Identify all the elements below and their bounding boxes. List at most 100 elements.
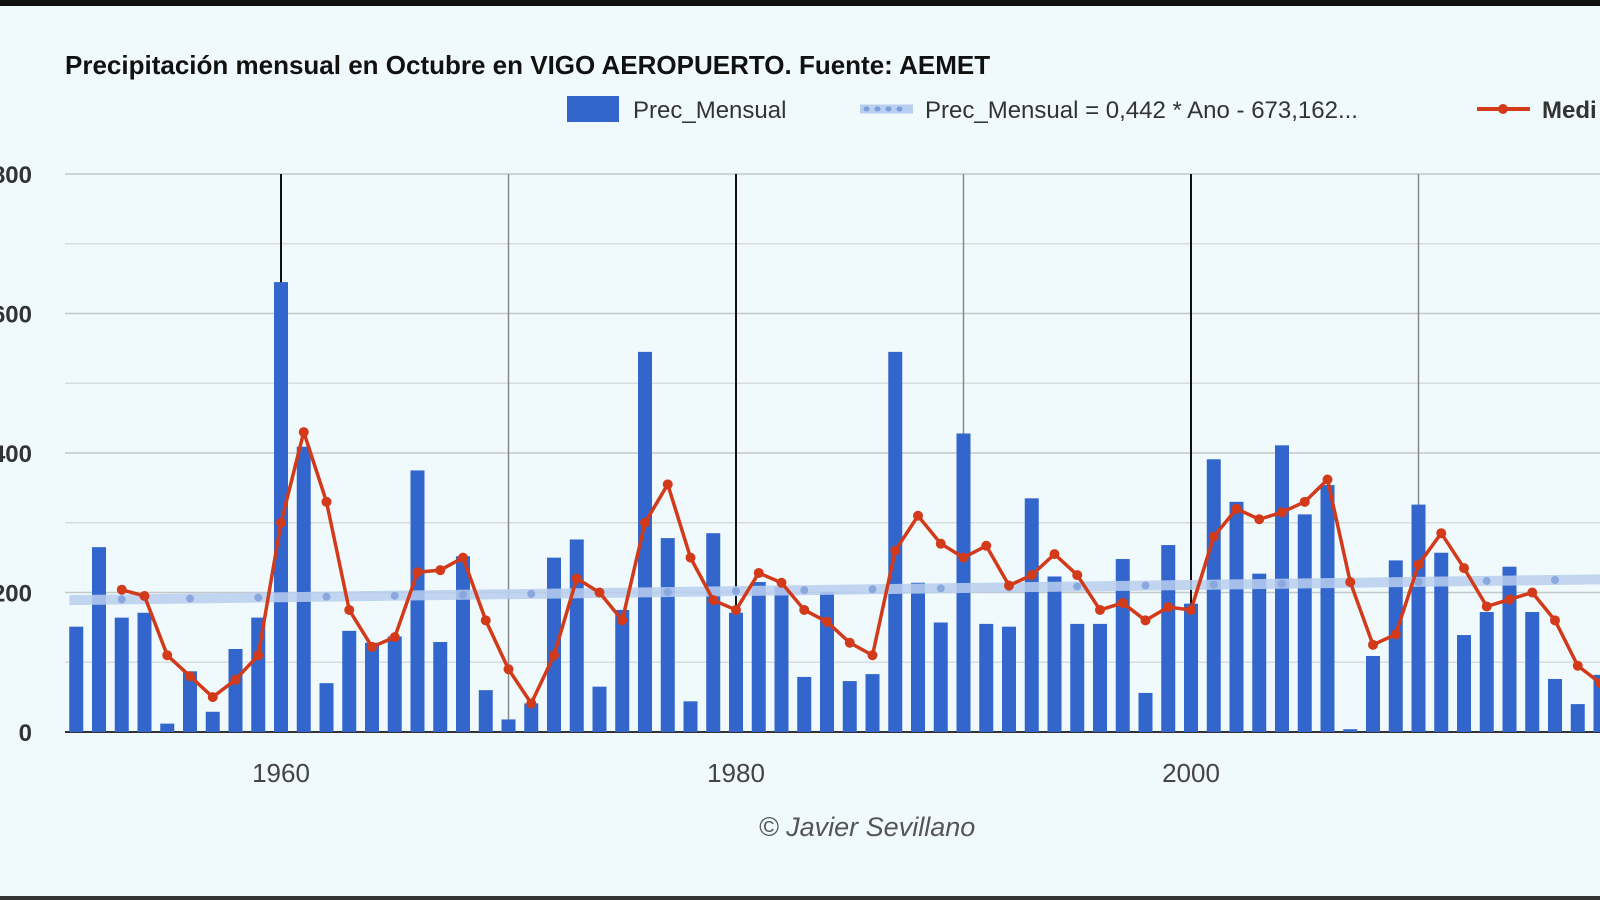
bar-1979: [706, 533, 721, 732]
bar-1966: [410, 470, 425, 732]
moving-average-point: [344, 604, 355, 615]
bar-1988: [911, 582, 925, 732]
bar-1985: [842, 681, 857, 732]
trend-point: [527, 589, 536, 598]
moving-average-point: [890, 545, 901, 556]
bar-1992: [1002, 626, 1016, 732]
bar-1984: [820, 591, 834, 732]
moving-average-point: [571, 573, 582, 584]
bar-1956: [183, 671, 197, 732]
bar-2007: [1343, 729, 1358, 732]
y-tick-label: 200: [0, 581, 32, 608]
bar-2014: [1502, 566, 1517, 732]
moving-average-point: [1550, 615, 1560, 626]
moving-average-point: [321, 496, 332, 507]
bar-2012: [1457, 635, 1471, 732]
bar-1993: [1024, 498, 1039, 732]
chart-title: Precipitación mensual en Octubre en VIGO…: [65, 50, 990, 80]
moving-average-point: [844, 637, 855, 648]
bar-2017: [1570, 704, 1585, 732]
bar-2001: [1206, 459, 1221, 732]
moving-average-point: [1413, 559, 1424, 570]
moving-average-point: [1186, 604, 1196, 615]
trend-point: [186, 594, 194, 603]
credit-text: © Javier Sevillano: [759, 812, 976, 842]
moving-average-point: [367, 641, 377, 652]
x-axis-ticks: 1960 1980 2000: [252, 758, 1220, 788]
bar-1996: [1093, 623, 1107, 732]
trend-point: [732, 587, 740, 596]
x-tick-label: 1960: [252, 758, 310, 788]
moving-average-point: [139, 590, 150, 601]
bar-1964: [365, 642, 379, 732]
moving-average-point: [162, 650, 173, 661]
moving-average-point: [230, 674, 241, 685]
y-tick-label: 0: [19, 720, 32, 747]
moving-average-point: [116, 584, 127, 595]
y-tick-label: 600: [0, 302, 32, 329]
moving-average-point: [389, 632, 400, 643]
bar-1980: [729, 612, 743, 732]
moving-average-point: [435, 565, 446, 576]
trend-point: [390, 591, 399, 600]
bar-2011: [1434, 552, 1449, 732]
moving-average-point: [685, 552, 696, 563]
moving-average-point: [1527, 587, 1538, 598]
trend-point: [117, 595, 126, 604]
y-axis-ticks: 0 200 400 600 800: [0, 162, 32, 747]
trend-point: [663, 588, 672, 597]
bar-1957: [205, 711, 220, 732]
moving-average-point: [913, 510, 923, 521]
moving-average-point: [1049, 549, 1060, 560]
bar-1990: [956, 433, 971, 732]
moving-average-point: [1595, 678, 1600, 689]
bar-2016: [1548, 678, 1562, 732]
bar-1951: [69, 626, 84, 732]
moving-average-point: [1345, 577, 1356, 588]
moving-average-point: [1481, 601, 1492, 612]
moving-average-point: [1208, 531, 1219, 542]
bar-series: [69, 282, 1600, 732]
moving-average-point: [708, 595, 719, 606]
trend-point: [322, 592, 331, 601]
moving-average-point: [617, 615, 628, 626]
trend-point: [868, 585, 877, 594]
moving-average-point: [1504, 594, 1515, 605]
moving-average-point: [1390, 629, 1401, 640]
legend-bar-label: Prec_Mensual: [633, 97, 786, 124]
moving-average-line: [121, 430, 1600, 706]
moving-average-point: [935, 538, 946, 549]
bar-1962: [319, 683, 334, 732]
bar-1982: [774, 586, 789, 732]
x-tick-label: 1980: [707, 758, 765, 788]
moving-average-series: [116, 427, 1600, 709]
moving-average-point: [1277, 507, 1287, 518]
y-tick-label: 800: [0, 162, 32, 189]
bar-1958: [228, 648, 243, 732]
bar-2002: [1229, 501, 1244, 732]
moving-average-point: [981, 540, 992, 551]
bar-1976: [638, 351, 652, 732]
bar-1963: [342, 630, 357, 732]
moving-average-point: [503, 664, 514, 675]
moving-average-point: [298, 427, 309, 438]
moving-average-point: [253, 650, 264, 661]
moving-average-point: [276, 517, 286, 528]
trend-point: [1414, 577, 1423, 586]
moving-average-point: [458, 552, 468, 563]
bar-2000: [1184, 603, 1198, 732]
bar-1953: [114, 617, 129, 732]
moving-average-point: [185, 671, 195, 682]
bottom-border: [0, 896, 1600, 900]
bar-1970: [501, 719, 516, 732]
bar-1977: [660, 538, 675, 732]
moving-average-point: [867, 650, 878, 661]
moving-average-point: [799, 604, 810, 615]
bar-1998: [1138, 692, 1153, 732]
legend-trend-label: Prec_Mensual = 0,442 * Ano - 673,162...: [925, 97, 1358, 124]
moving-average-point: [207, 692, 218, 703]
bar-1959: [251, 617, 266, 732]
moving-average-point: [1026, 570, 1037, 581]
bar-2009: [1388, 560, 1403, 732]
trend-point: [1551, 576, 1559, 585]
